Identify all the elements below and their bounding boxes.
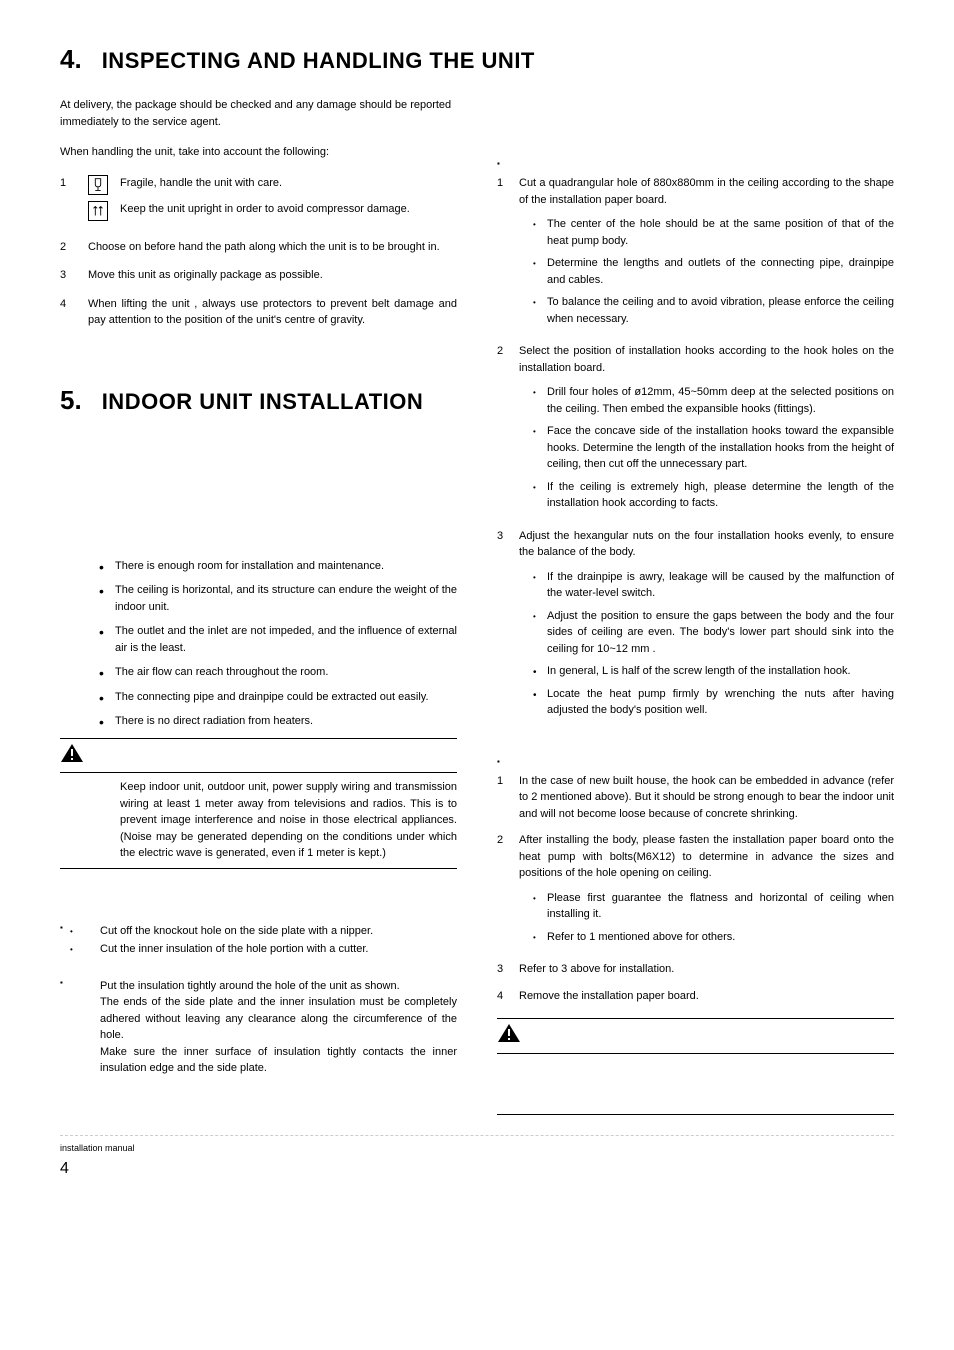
- s4-item-1-upright: Keep the unit upright in order to avoid …: [120, 201, 457, 218]
- is2-s3: If the ceiling is extremely high, please…: [547, 479, 894, 512]
- is2-n: 2: [497, 343, 507, 518]
- is2-t: Select the position of installation hook…: [519, 343, 894, 376]
- section-4-title: INSPECTING AND HANDLING THE UNIT: [102, 44, 535, 77]
- fragile-icon: [88, 175, 108, 195]
- nh2-s1: Please first guarantee the flatness and …: [547, 890, 894, 923]
- knockout-l1: Cut off the knockout hole on the side pl…: [60, 923, 457, 940]
- is3-s2: Adjust the position to ensure the gaps b…: [547, 608, 894, 658]
- section-4-number: 4.: [60, 40, 82, 79]
- insul-p1: Put the insulation tightly around the ho…: [100, 978, 457, 995]
- warning-icon-2: [497, 1023, 521, 1049]
- footer-divider: [60, 1135, 894, 1136]
- s4-item-2-text: Choose on before hand the path along whi…: [88, 239, 457, 256]
- s4-intro-1: At delivery, the package should be check…: [60, 97, 457, 130]
- s4-item-1-fragile: Fragile, handle the unit with care.: [120, 175, 457, 192]
- nh1-n: 1: [497, 773, 507, 823]
- s5-b2: The ceiling is horizontal, and its struc…: [115, 582, 457, 615]
- s4-list: 1 Fragile, handle the unit with care. Ke…: [60, 175, 457, 329]
- right-column: 1 Cut a quadrangular hole of 880x880mm i…: [497, 97, 894, 1115]
- section-5-heading: 5. INDOOR UNIT INSTALLATION: [60, 381, 457, 420]
- is1-s1: The center of the hole should be at the …: [547, 216, 894, 249]
- nh2-n: 2: [497, 832, 507, 951]
- nh1-t: In the case of new built house, the hook…: [519, 773, 894, 823]
- is3-t2: Locate the heat pump firmly by wrenching…: [547, 686, 894, 719]
- knockout-l2: Cut the inner insulation of the hole por…: [60, 941, 457, 958]
- s4-item-4-text: When lifting the unit , always use prote…: [88, 296, 457, 329]
- footer-page: 4: [60, 1157, 894, 1181]
- s5-b3: The outlet and the inlet are not impeded…: [115, 623, 457, 656]
- section-5-title: INDOOR UNIT INSTALLATION: [102, 385, 424, 418]
- s5-b5: The connecting pipe and drainpipe could …: [115, 689, 457, 706]
- s4-intro-2: When handling the unit, take into accoun…: [60, 144, 457, 161]
- is3-t1: In general, L is half of the screw lengt…: [547, 663, 894, 680]
- s4-item-2-num: 2: [60, 239, 70, 256]
- newhouse-steps: 1 In the case of new built house, the ho…: [497, 773, 894, 1005]
- is1-s3: To balance the ceiling and to avoid vibr…: [547, 294, 894, 327]
- warning-icon: [60, 743, 84, 769]
- nh4-n: 4: [497, 988, 507, 1005]
- is1-t: Cut a quadrangular hole of 880x880mm in …: [519, 175, 894, 208]
- caution-box-2: [497, 1018, 894, 1115]
- is3-t: Adjust the hexangular nuts on the four i…: [519, 528, 894, 561]
- insul-p2: The ends of the side plate and the inner…: [100, 994, 457, 1044]
- nh4-t: Remove the installation paper board.: [519, 988, 894, 1005]
- upright-icon: [88, 201, 108, 221]
- install-steps: 1 Cut a quadrangular hole of 880x880mm i…: [497, 175, 894, 725]
- nh2-s2: Refer to 1 mentioned above for others.: [547, 929, 894, 946]
- is1-s2: Determine the lengths and outlets of the…: [547, 255, 894, 288]
- s4-item-4-num: 4: [60, 296, 70, 329]
- caution-box: Keep indoor unit, outdoor unit, power su…: [60, 738, 457, 869]
- is2-s1: Drill four holes of ø12mm, 45~50mm deep …: [547, 384, 894, 417]
- is3-s1: If the drainpipe is awry, leakage will b…: [547, 569, 894, 602]
- s5-bullets: There is enough room for installation an…: [60, 558, 457, 730]
- nh3-n: 3: [497, 961, 507, 978]
- caution-body: Keep indoor unit, outdoor unit, power su…: [60, 773, 457, 868]
- section-4-heading: 4. INSPECTING AND HANDLING THE UNIT: [60, 40, 894, 79]
- left-column: At delivery, the package should be check…: [60, 97, 457, 1115]
- is1-n: 1: [497, 175, 507, 333]
- s4-item-3-text: Move this unit as originally package as …: [88, 267, 457, 284]
- s5-b6: There is no direct radiation from heater…: [115, 713, 457, 730]
- section-5-number: 5.: [60, 381, 82, 420]
- s4-item-3-num: 3: [60, 267, 70, 284]
- is2-s2: Face the concave side of the installatio…: [547, 423, 894, 473]
- nh2-t: After installing the body, please fasten…: [519, 832, 894, 882]
- s4-item-1-num: 1: [60, 175, 70, 227]
- nh3-t: Refer to 3 above for installation.: [519, 961, 894, 978]
- is3-n: 3: [497, 528, 507, 725]
- insul-p3: Make sure the inner surface of insulatio…: [100, 1044, 457, 1077]
- footer: installation manual 4: [60, 1142, 894, 1182]
- s5-b4: The air flow can reach throughout the ro…: [115, 664, 457, 681]
- s5-b1: There is enough room for installation an…: [115, 558, 457, 575]
- footer-label: installation manual: [60, 1142, 894, 1156]
